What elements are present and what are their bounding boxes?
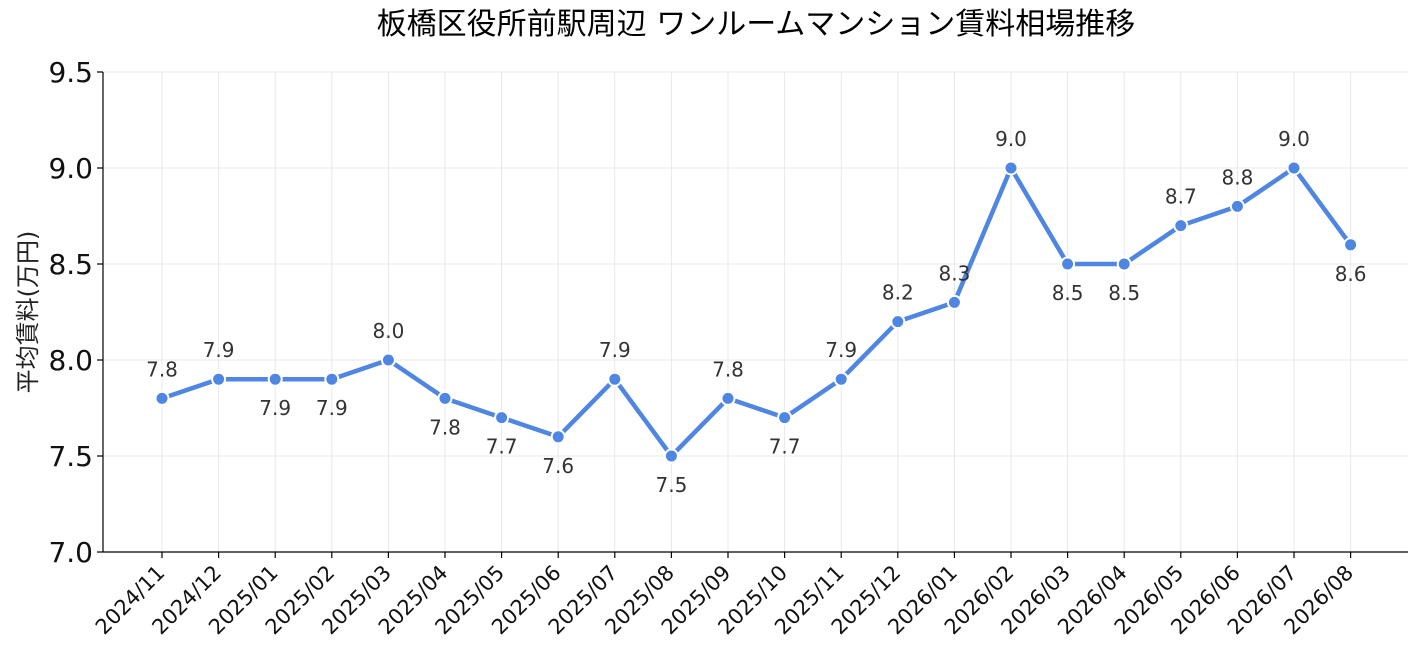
data-point [720,390,736,406]
y-tick-label: 7.5 [48,440,93,473]
data-label: 8.7 [1165,185,1197,209]
data-point [607,371,623,387]
data-point [890,314,906,330]
data-label: 7.9 [599,338,631,362]
y-tick-label: 9.0 [48,152,93,185]
y-tick-label: 8.0 [48,344,93,377]
data-label: 8.0 [372,319,404,343]
y-tick-labels: 7.0 7.5 8.0 8.5 9.0 9.5 [48,56,93,569]
data-label: 7.6 [542,454,574,478]
data-labels: 7.8 7.9 7.9 7.9 8.0 7.8 7.7 7.6 7.9 7.5 7.8 7.7 7.9 8… [146,127,1366,497]
grid-layer [103,71,1408,552]
data-label: 7.7 [486,435,518,459]
data-label: 8.6 [1335,262,1367,286]
y-tick-label: 8.5 [48,248,93,281]
data-point [946,294,962,310]
y-tick-label: 7.0 [48,536,93,569]
data-label: 8.3 [938,261,970,285]
data-label: 7.7 [769,435,801,459]
data-label: 7.9 [316,396,348,420]
data-label: 9.0 [1278,127,1310,151]
data-label: 7.9 [259,396,291,420]
data-label: 7.8 [146,357,178,381]
data-label: 8.8 [1221,165,1253,189]
data-point [1173,218,1189,234]
data-label: 8.5 [1052,281,1084,305]
data-label: 7.8 [712,357,744,381]
data-point [550,429,566,445]
data-point [1343,237,1359,253]
y-tick-label: 9.5 [48,56,93,89]
chart-title: 板橋区役所前駅周辺 ワンルームマンション賃料相場推移 [377,7,1136,42]
data-point [267,371,283,387]
data-point [1116,256,1132,272]
axis-layer [97,71,1408,558]
data-point [1003,160,1019,176]
data-label: 7.8 [429,415,461,439]
data-point [833,371,849,387]
series-line [159,165,1353,459]
data-point [211,371,227,387]
data-label: 9.0 [995,127,1027,151]
x-tick-labels: 2024/112024/122025/012025/022025/032025/… [91,561,1358,640]
series-layer [154,160,1359,464]
data-point [1060,256,1076,272]
data-point [1229,198,1245,214]
y-axis-label: 平均賃料(万円) [14,231,42,394]
data-label: 8.2 [882,281,914,305]
data-point [494,410,510,426]
data-point [324,371,340,387]
data-label: 8.5 [1108,281,1140,305]
data-point [154,390,170,406]
data-label: 7.9 [203,338,235,362]
data-label: 7.9 [825,338,857,362]
data-label: 7.5 [655,473,687,497]
data-point [380,352,396,368]
data-point [663,448,679,464]
data-point [437,390,453,406]
data-point [1286,160,1302,176]
data-point [777,410,793,426]
